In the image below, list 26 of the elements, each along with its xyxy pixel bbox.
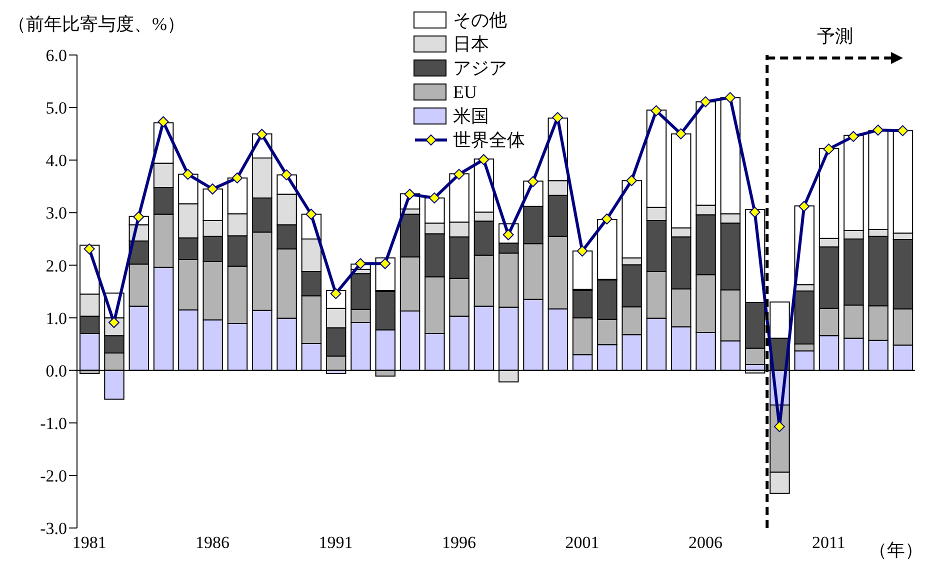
- y-tick-label: 6.0: [46, 46, 67, 66]
- x-axis-title: （年）: [869, 539, 923, 562]
- y-tick-label: 0.0: [46, 361, 67, 380]
- y-tick-label: 3.0: [46, 204, 67, 223]
- x-tick-label: 1991: [318, 533, 353, 552]
- legend-label: EU: [453, 81, 477, 104]
- y-tick-label: 5.0: [46, 98, 67, 118]
- y-tick-label: -3.0: [40, 519, 67, 538]
- y-tick-label: 4.0: [46, 151, 67, 170]
- legend-label: その他: [453, 9, 507, 32]
- x-tick-label: 1981: [72, 533, 106, 552]
- x-tick-label: 2001: [565, 533, 600, 552]
- legend-label: 米国: [453, 105, 489, 128]
- x-tick-label: 2006: [688, 533, 722, 552]
- y-tick-label: -2.0: [40, 466, 67, 486]
- legend-label: アジア: [453, 57, 507, 80]
- ref-line-label: 予測: [817, 26, 854, 46]
- y-axis-title: （前年比寄与度、%）: [8, 13, 185, 36]
- y-tick-label: 1.0: [46, 308, 67, 328]
- x-tick-label: 2011: [812, 533, 846, 552]
- legend-label: 世界全体: [453, 129, 525, 152]
- legend-label: 日本: [453, 33, 489, 56]
- x-tick-label: 1996: [442, 533, 476, 552]
- x-tick-label: 1986: [196, 533, 230, 552]
- y-tick-label: 2.0: [46, 256, 67, 276]
- y-tick-label: -1.0: [40, 414, 67, 433]
